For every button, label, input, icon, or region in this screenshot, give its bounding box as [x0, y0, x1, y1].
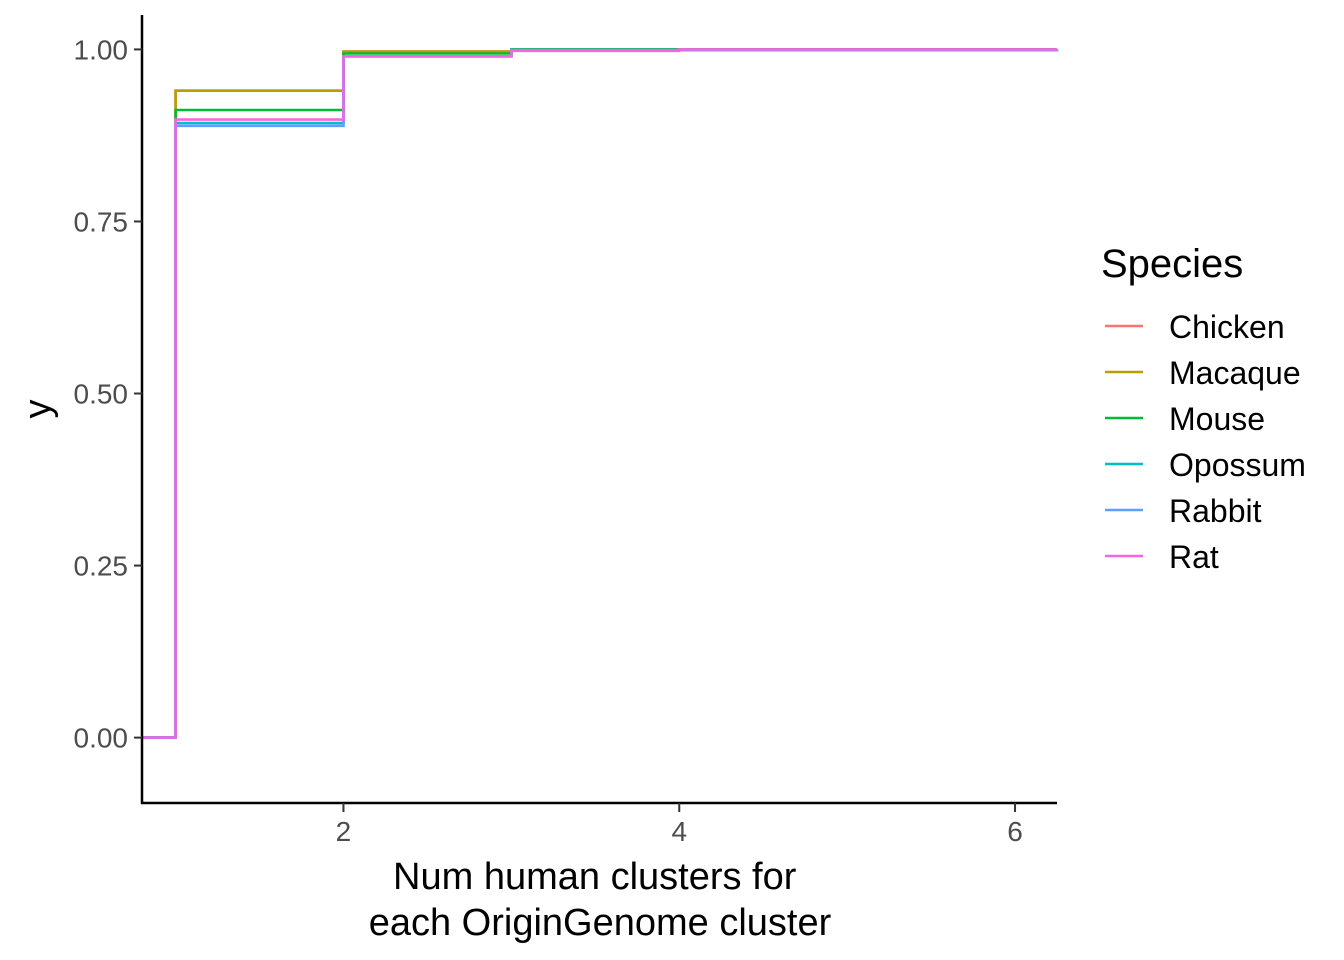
legend-label-chicken: Chicken	[1169, 309, 1285, 345]
x-ticks: 2 4 6	[336, 803, 1023, 847]
y-tick-label: 0.00	[74, 723, 129, 754]
x-axis-title-line-2: each OriginGenome cluster	[369, 902, 832, 944]
legend-label-rat: Rat	[1169, 539, 1219, 575]
plot-lines	[142, 48, 1059, 739]
x-axis-title-line-1: Num human clusters for	[393, 856, 797, 898]
series-line-opossum	[142, 48, 1059, 739]
y-tick-label: 1.00	[74, 34, 129, 65]
x-tick-label: 6	[1007, 816, 1023, 847]
legend-label-rabbit: Rabbit	[1169, 493, 1262, 529]
legend-items: Chicken Macaque Mouse Opossum Rabbit Rat	[1105, 309, 1306, 575]
series-line-chicken	[142, 48, 1057, 739]
legend: Species Chicken Macaque Mouse Opossum Rabbit…	[1101, 242, 1306, 575]
x-axis-title: Num human clusters for each OriginGenome…	[369, 856, 832, 944]
legend-title: Species	[1101, 242, 1243, 286]
y-ticks: 0.00 0.25 0.50 0.75 1.00	[74, 34, 142, 754]
series-line-rabbit	[142, 48, 1059, 739]
y-tick-label: 0.25	[74, 551, 129, 582]
y-tick-label: 0.75	[74, 206, 129, 237]
series-line-rat	[142, 48, 1057, 739]
legend-label-macaque: Macaque	[1169, 355, 1301, 391]
legend-label-mouse: Mouse	[1169, 401, 1265, 437]
y-tick-label: 0.50	[74, 379, 129, 410]
series-line-mouse	[142, 48, 1057, 739]
legend-label-opossum: Opossum	[1169, 447, 1306, 483]
x-tick-label: 2	[336, 816, 352, 847]
y-axis-title: y	[17, 400, 59, 419]
series-line-macaque	[142, 48, 1057, 739]
x-tick-label: 4	[671, 816, 687, 847]
